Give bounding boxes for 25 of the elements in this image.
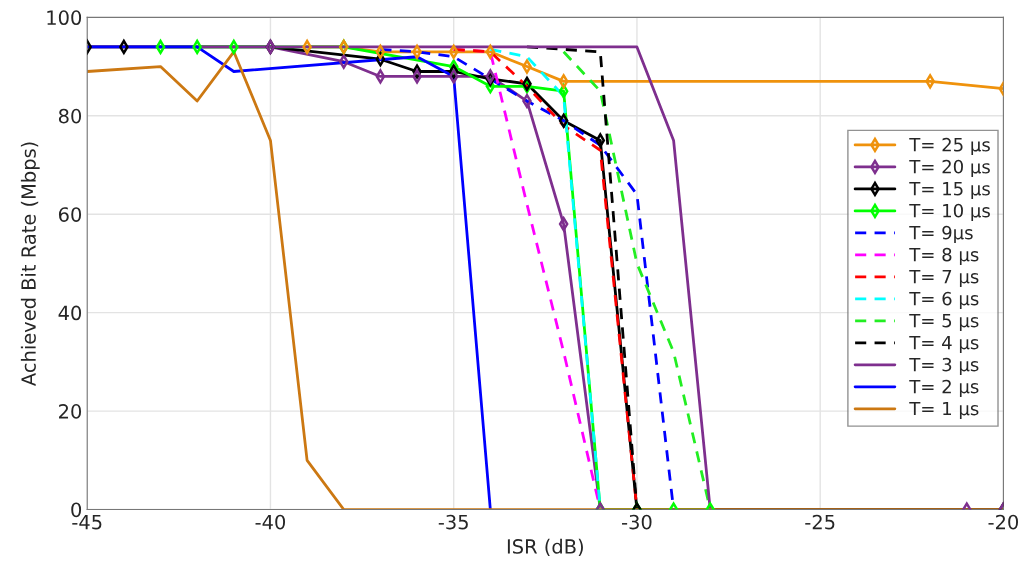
- legend-label: T= 7 μs: [909, 270, 979, 287]
- legend-label: T= 5 μs: [909, 314, 979, 331]
- legend-label: T= 15 μs: [909, 182, 990, 199]
- x-tick-label: -25: [805, 514, 835, 530]
- x-axis-title: ISR (dB): [507, 538, 583, 557]
- legend-label: T= 8 μs: [909, 247, 979, 265]
- x-tick-label: -35: [438, 514, 468, 530]
- y-tick-label: 40: [58, 305, 82, 321]
- legend-label: T= 2 μs: [909, 379, 979, 397]
- y-axis-title: Achieved Bit Rate (Mbps): [20, 142, 40, 386]
- y-tick-label: 20: [59, 404, 82, 419]
- y-tick-label: 60: [58, 207, 82, 222]
- legend-label: T= 3 μs: [909, 357, 979, 375]
- x-tick-label: -30: [622, 514, 652, 530]
- legend-label: T= 20 μs: [909, 159, 990, 178]
- y-tick-label: 100: [47, 10, 82, 26]
- legend-label: T= 25 μs: [909, 137, 990, 156]
- x-tick-label: -20: [988, 514, 1019, 530]
- x-tick-label: -40: [255, 514, 286, 530]
- legend-label: T= 9μs: [909, 225, 973, 243]
- legend-label: T= 6 μs: [909, 291, 979, 309]
- legend-label: T= 1 μs: [909, 401, 979, 419]
- legend-label: T= 4 μs: [909, 335, 979, 353]
- legend-label: T= 10 μs: [909, 203, 990, 221]
- y-tick-label: 80: [58, 108, 82, 124]
